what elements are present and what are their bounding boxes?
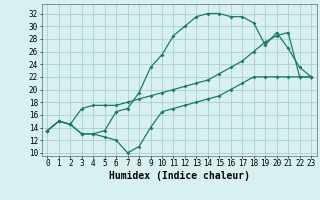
X-axis label: Humidex (Indice chaleur): Humidex (Indice chaleur) xyxy=(109,171,250,181)
